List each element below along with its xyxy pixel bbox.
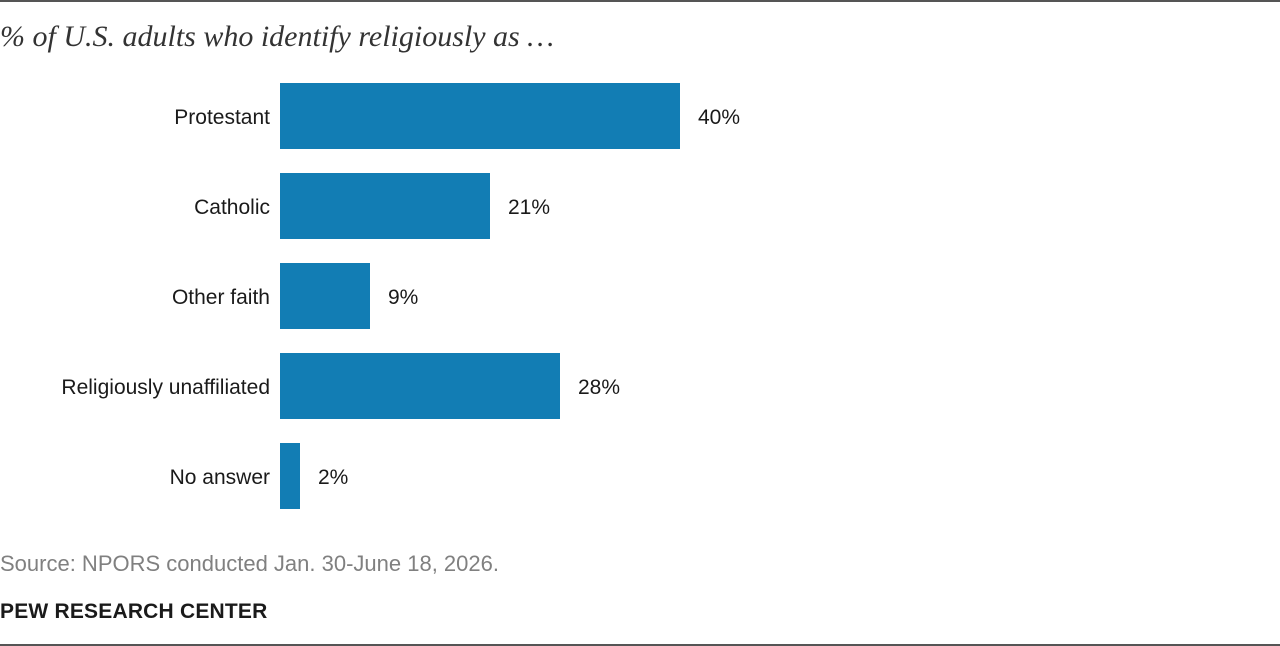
value-label: 2%	[318, 466, 348, 489]
bottom-rule	[0, 644, 1280, 646]
category-label: Other faith	[172, 286, 270, 309]
bars-layer: Protestant 40% Catholic 21% Other faith 9% Rel…	[61, 83, 740, 509]
chart-subtitle: % of U.S. adults who identify religiousl…	[0, 20, 554, 53]
bar	[280, 263, 370, 329]
category-label: Protestant	[174, 106, 270, 129]
value-label: 40%	[698, 106, 740, 129]
brand-label: PEW RESEARCH CENTER	[0, 600, 268, 623]
bar	[280, 443, 300, 509]
source-note: Source: NPORS conducted Jan. 30-June 18,…	[0, 551, 499, 576]
category-label: No answer	[170, 466, 270, 489]
category-label: Religiously unaffiliated	[61, 376, 270, 399]
bar	[280, 83, 680, 149]
value-label: 9%	[388, 286, 418, 309]
value-label: 21%	[508, 196, 550, 219]
bar	[280, 173, 490, 239]
category-label: Catholic	[194, 196, 270, 219]
top-rule	[0, 0, 1280, 2]
bar	[280, 353, 560, 419]
value-label: 28%	[578, 376, 620, 399]
